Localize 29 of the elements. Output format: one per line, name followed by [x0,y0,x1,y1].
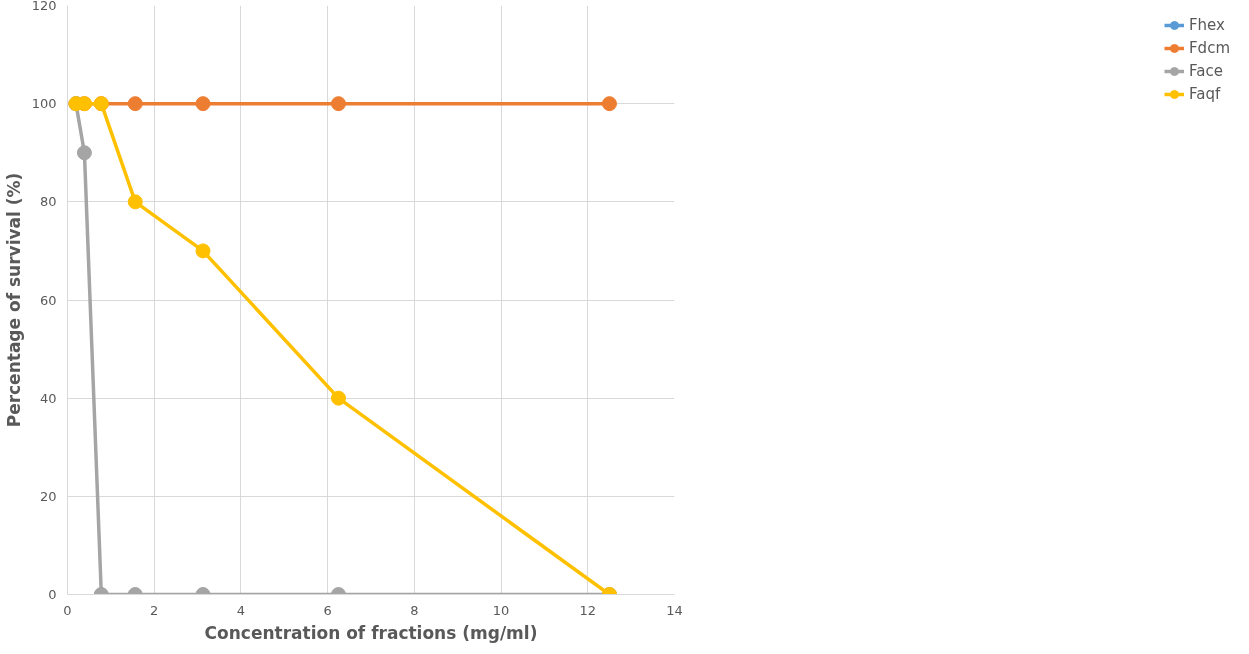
point [195,243,211,259]
y-tick-label: 20 [39,488,57,504]
point [127,194,143,210]
legend-label: Fhex [1188,16,1225,34]
y-tick-label: 100 [31,96,57,112]
x-tick-label: 4 [236,602,246,618]
legend-label: Fdcm [1188,39,1230,57]
point [195,96,211,112]
x-tick-label: 2 [150,602,159,618]
y-tick-label: 60 [39,292,57,308]
y-tick-label: 80 [39,194,57,210]
legend-label: Face [1188,62,1223,80]
x-tick-label: 8 [410,602,419,618]
x-tick-label: 0 [63,602,72,618]
x-tick-label: 6 [323,602,332,618]
y-tick-label: 40 [39,390,57,406]
y-tick-label: 120 [31,0,57,13]
legend-label: Faqf [1188,85,1221,103]
point [330,390,346,406]
y-tick-label: 0 [48,587,57,602]
point [601,96,617,112]
x-axis-title: Concentration of fractions (mg/ml) [204,622,538,643]
point [76,145,92,161]
y-axis-title: Percentage of survival (%) [3,172,24,428]
point [127,96,143,112]
x-tick-label: 12 [579,602,597,618]
point [330,96,346,112]
x-tick-label: 10 [492,602,510,618]
x-tick-label: 14 [666,602,683,618]
